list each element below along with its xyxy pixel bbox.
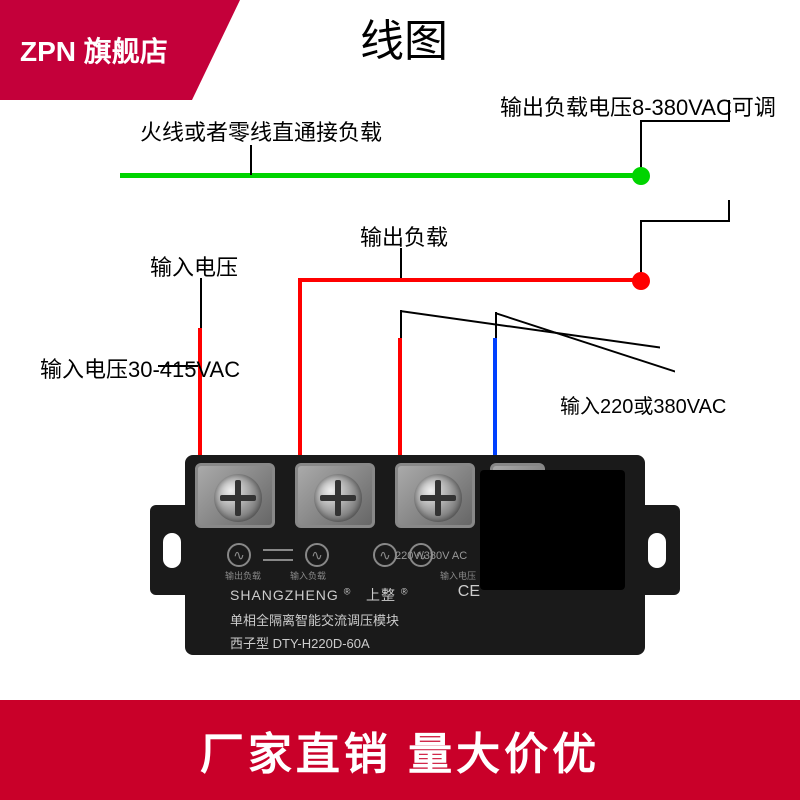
terminal-1: [195, 463, 280, 533]
leader-line: [250, 145, 252, 175]
ce-mark: CE: [458, 583, 480, 601]
label-power-input: 输入220或380VAC: [560, 390, 726, 419]
ac-symbol: ∿: [227, 543, 251, 567]
module-model: 西子型 DTY-H220D-60A: [230, 633, 370, 652]
dot-red: [632, 272, 650, 290]
voltage-module: ∿ ∿ ∿ ∿ 输出负载 输入负载 220V/380V AC 输入电压 SHAN…: [155, 430, 675, 690]
ac-symbol: ∿: [373, 543, 397, 567]
leader-line: [728, 200, 730, 222]
leader-line: [200, 278, 202, 328]
leader-line: [400, 248, 402, 280]
page-title: 线图: [360, 5, 448, 69]
footer-banner: 厂家直销 量大价优: [0, 700, 800, 800]
ac-symbol: ∿: [305, 543, 329, 567]
leader-line: [400, 310, 402, 338]
module-body: ∿ ∿ ∿ ∿ 输出负载 输入负载 220V/380V AC 输入电压 SHAN…: [185, 455, 645, 655]
footer-text: 厂家直销 量大价优: [200, 718, 600, 782]
term-sublabel: 输出负载: [225, 569, 261, 582]
wiring-diagram: 火线或者零线直通接负载 输出负载电压8-380VAC可调 输出负载 输入电压 输…: [0, 80, 800, 700]
brand-cn: 上整: [366, 587, 396, 603]
leader-line: [400, 310, 660, 349]
wire-green: [120, 173, 640, 178]
label-output-load: 输出负载: [360, 220, 448, 252]
terminal-2: [295, 463, 380, 533]
leader-line: [640, 220, 730, 222]
leader-line: [640, 220, 642, 280]
term-sublabel: 输入负载: [290, 569, 326, 582]
label-output-voltage: 输出负载电压8-380VAC可调: [500, 90, 776, 122]
leader-line: [495, 312, 675, 372]
module-brand: SHANGZHENG ® 上整 ®: [230, 585, 409, 605]
leader-line: [495, 312, 497, 338]
label-line-direct: 火线或者零线直通接负载: [140, 115, 382, 147]
store-name: ZPN 旗舰店: [20, 30, 168, 70]
label-input-range: 输入电压30-415VAC: [40, 352, 240, 384]
voltage-mark: 220V/380V AC: [395, 550, 467, 562]
terminal-3: [395, 463, 480, 533]
wire-red-horiz: [298, 278, 640, 282]
term-sublabel: 输入电压: [440, 569, 476, 582]
module-description: 单相全隔离智能交流调压模块: [230, 610, 399, 629]
dot-green: [632, 167, 650, 185]
brand-en: SHANGZHENG: [230, 587, 339, 603]
thyristor-icon: [263, 549, 293, 561]
label-input-voltage: 输入电压: [150, 250, 238, 282]
transformer-block: [480, 470, 625, 590]
